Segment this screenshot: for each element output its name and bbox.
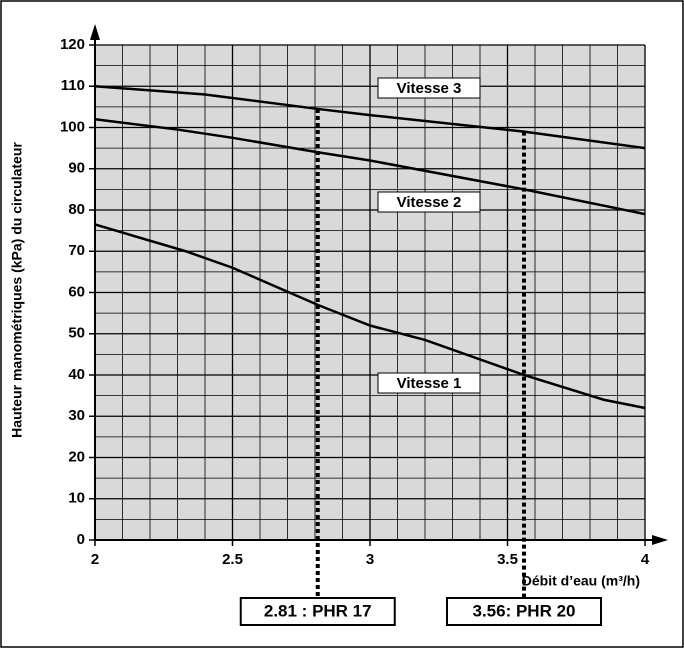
y-tick-label: 50 [68, 325, 85, 342]
y-tick-label: 80 [68, 201, 85, 218]
y-tick-label: 70 [68, 242, 85, 259]
y-tick-label: 20 [68, 448, 85, 465]
y-tick-label: 30 [68, 407, 85, 424]
marker-box [239, 597, 396, 626]
y-tick-label: 0 [77, 531, 85, 548]
y-tick-label: 120 [60, 36, 85, 53]
y-axis-label: Hauteur manométriques (kPa) du circulate… [9, 142, 25, 438]
y-tick-label: 110 [61, 77, 85, 94]
y-tick-label: 90 [68, 160, 85, 177]
series-label-box [377, 191, 481, 213]
x-axis-label: Débit d’eau (m³/h) [522, 573, 640, 589]
y-tick-label: 40 [68, 366, 85, 383]
marker-box [446, 597, 602, 626]
y-tick-label: 100 [60, 118, 85, 135]
marker-label: 2.81 : PHR 17 [264, 601, 372, 620]
y-tick-label: 60 [68, 283, 85, 300]
series-label-box [377, 372, 481, 394]
series-line [94, 85, 646, 150]
series-line [94, 223, 646, 410]
y-tick-label: 10 [68, 490, 85, 507]
x-tick-label: 3.5 [497, 551, 518, 568]
x-tick-label: 4 [641, 551, 650, 568]
series-label: Vitesse 3 [397, 80, 462, 97]
series-label-box [377, 77, 481, 99]
x-tick-label: 3 [366, 551, 374, 568]
series-label: Vitesse 2 [397, 194, 462, 211]
x-tick-label: 2.5 [222, 551, 243, 568]
x-tick-label: 2 [91, 551, 99, 568]
series-label: Vitesse 1 [397, 375, 462, 392]
y-axis-arrow [90, 24, 100, 40]
x-axis-arrow [652, 535, 668, 545]
marker-label: 3.56: PHR 20 [473, 601, 576, 620]
